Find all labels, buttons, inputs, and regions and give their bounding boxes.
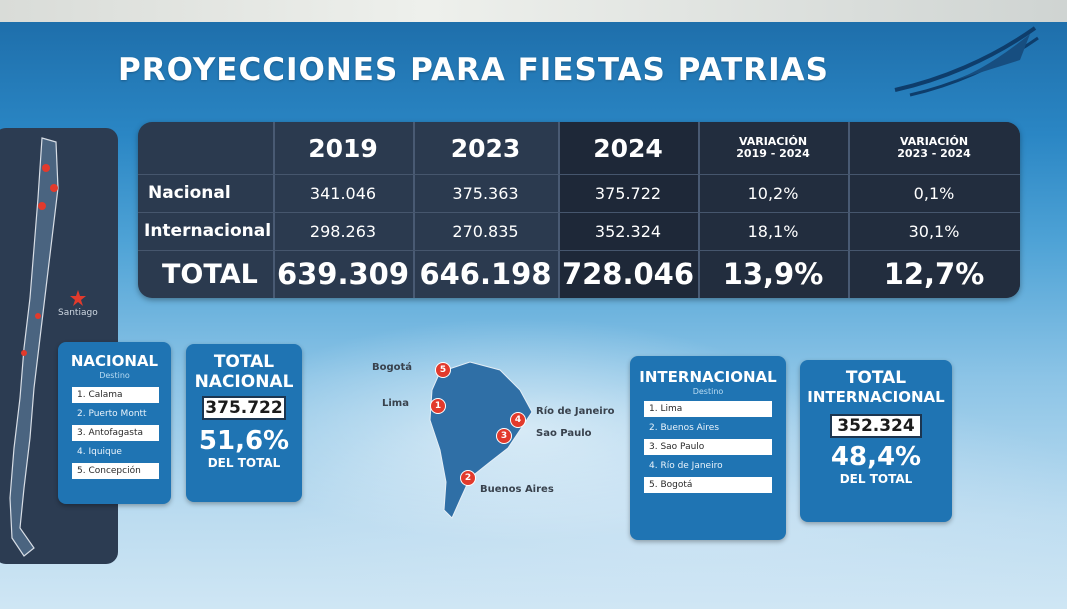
total-nacional-title-2: NACIONAL [194, 372, 294, 392]
internacional-box: INTERNACIONAL Destino 1. Lima 2. Buenos … [630, 356, 786, 540]
internacional-box-subtitle: Destino [692, 387, 724, 396]
cell-internacional-2019: 298.263 [309, 221, 377, 241]
total-nacional-pct: 51,6% [198, 426, 290, 456]
nacional-box-subtitle: Destino [99, 371, 130, 380]
map-pin-4: 4 [510, 412, 526, 428]
cell-total-2019: 639.309 [276, 257, 410, 291]
total-internacional-value: 352.324 [830, 414, 922, 438]
projections-table: 2019 2023 2024 VARIACIÓN 2019 - 2024 VAR… [138, 122, 1020, 298]
internacional-item-2: 2. Buenos Aires [649, 423, 720, 433]
row-label-nacional: Nacional [148, 183, 231, 203]
header-variacion-range: 2019 - 2024 [736, 147, 810, 160]
nacional-box-title: NACIONAL [70, 352, 159, 370]
nacional-box: NACIONAL Destino 1. Calama 2. Puerto Mon… [58, 342, 171, 504]
ceiling-strip [0, 0, 1067, 22]
cell-nacional-var2: 0,1% [913, 183, 955, 203]
page-title: PROYECCIONES PARA FIESTAS PATRIAS [118, 52, 830, 88]
total-internacional-pct: 48,4% [830, 442, 922, 472]
total-nacional-del-total: DEL TOTAL [207, 456, 281, 470]
map-pin-2: 2 [460, 470, 476, 486]
cell-internacional-2023: 270.835 [452, 221, 519, 241]
santiago-label: Santiago [58, 308, 98, 318]
nacional-item-5: 5. Concepción [72, 463, 159, 479]
internacional-item-1: 1. Lima [644, 401, 772, 417]
total-nacional-box: TOTAL NACIONAL 375.722 51,6% DEL TOTAL [186, 344, 302, 502]
map-city-sao-paulo: Sao Paulo [536, 428, 592, 439]
header-2019: 2019 [308, 133, 378, 163]
total-nacional-value: 375.722 [202, 396, 286, 420]
total-internacional-del-total: DEL TOTAL [839, 472, 913, 486]
header-variacion-2023-2024: VARIACIÓN 2023 - 2024 [848, 122, 1020, 174]
cell-total-2023: 646.198 [419, 257, 552, 291]
cell-total-2024: 728.046 [561, 257, 695, 291]
nacional-item-4: 4. Iquique [77, 447, 122, 457]
map-city-lima: Lima [382, 398, 409, 409]
cell-nacional-var1: 10,2% [747, 183, 799, 203]
map-city-bogota: Bogotá [372, 362, 413, 373]
cell-internacional-var2: 30,1% [908, 221, 960, 241]
cell-internacional-var1: 18,1% [747, 221, 799, 241]
cell-total-var1: 13,9% [722, 257, 824, 291]
row-label-internacional: Internacional [144, 221, 272, 241]
cell-total-var2: 12,7% [883, 257, 985, 291]
header-2024: 2024 [593, 133, 663, 163]
map-city-buenos-aires: Buenos Aires [480, 484, 554, 495]
cell-nacional-2019: 341.046 [309, 183, 377, 203]
map-city-rio: Río de Janeiro [536, 406, 615, 417]
total-internacional-box: TOTAL INTERNACIONAL 352.324 48,4% DEL TO… [800, 360, 952, 522]
internacional-box-title: INTERNACIONAL [639, 368, 777, 386]
header-variacion-label: VARIACIÓN [738, 135, 808, 148]
header-variacion-range: 2023 - 2024 [897, 147, 971, 160]
nacional-item-1: 1. Calama [72, 387, 159, 403]
internacional-item-3: 3. Sao Paulo [644, 439, 772, 455]
map-pin-3: 3 [496, 428, 512, 444]
header-variacion-2019-2024: VARIACIÓN 2019 - 2024 [698, 122, 848, 174]
header-2023: 2023 [450, 133, 521, 163]
chile-outline-icon [9, 137, 86, 557]
cell-nacional-2023: 375.363 [452, 183, 519, 203]
south-america-outline-icon [429, 361, 533, 519]
header-variacion-label: VARIACIÓN [899, 135, 969, 148]
map-pin-1: 1 [430, 398, 446, 414]
row-label-total: TOTAL [162, 258, 258, 290]
internacional-item-4: 4. Río de Janeiro [649, 461, 723, 471]
airline-logo-icon [894, 26, 1039, 97]
total-internacional-title-1: TOTAL [845, 368, 907, 388]
nacional-item-2: 2. Puerto Montt [77, 409, 147, 419]
nacional-item-3: 3. Antofagasta [72, 425, 159, 441]
total-internacional-title-2: INTERNACIONAL [807, 388, 945, 406]
south-america-map: 5 Bogotá 1 Lima 4 Río de Janeiro 3 Sao P… [360, 350, 620, 530]
total-nacional-title-1: TOTAL [213, 352, 275, 372]
internacional-item-5: 5. Bogotá [644, 477, 772, 493]
map-pin-5: 5 [435, 362, 451, 378]
cell-nacional-2024: 375.722 [594, 183, 662, 203]
cell-internacional-2024: 352.324 [594, 221, 662, 241]
